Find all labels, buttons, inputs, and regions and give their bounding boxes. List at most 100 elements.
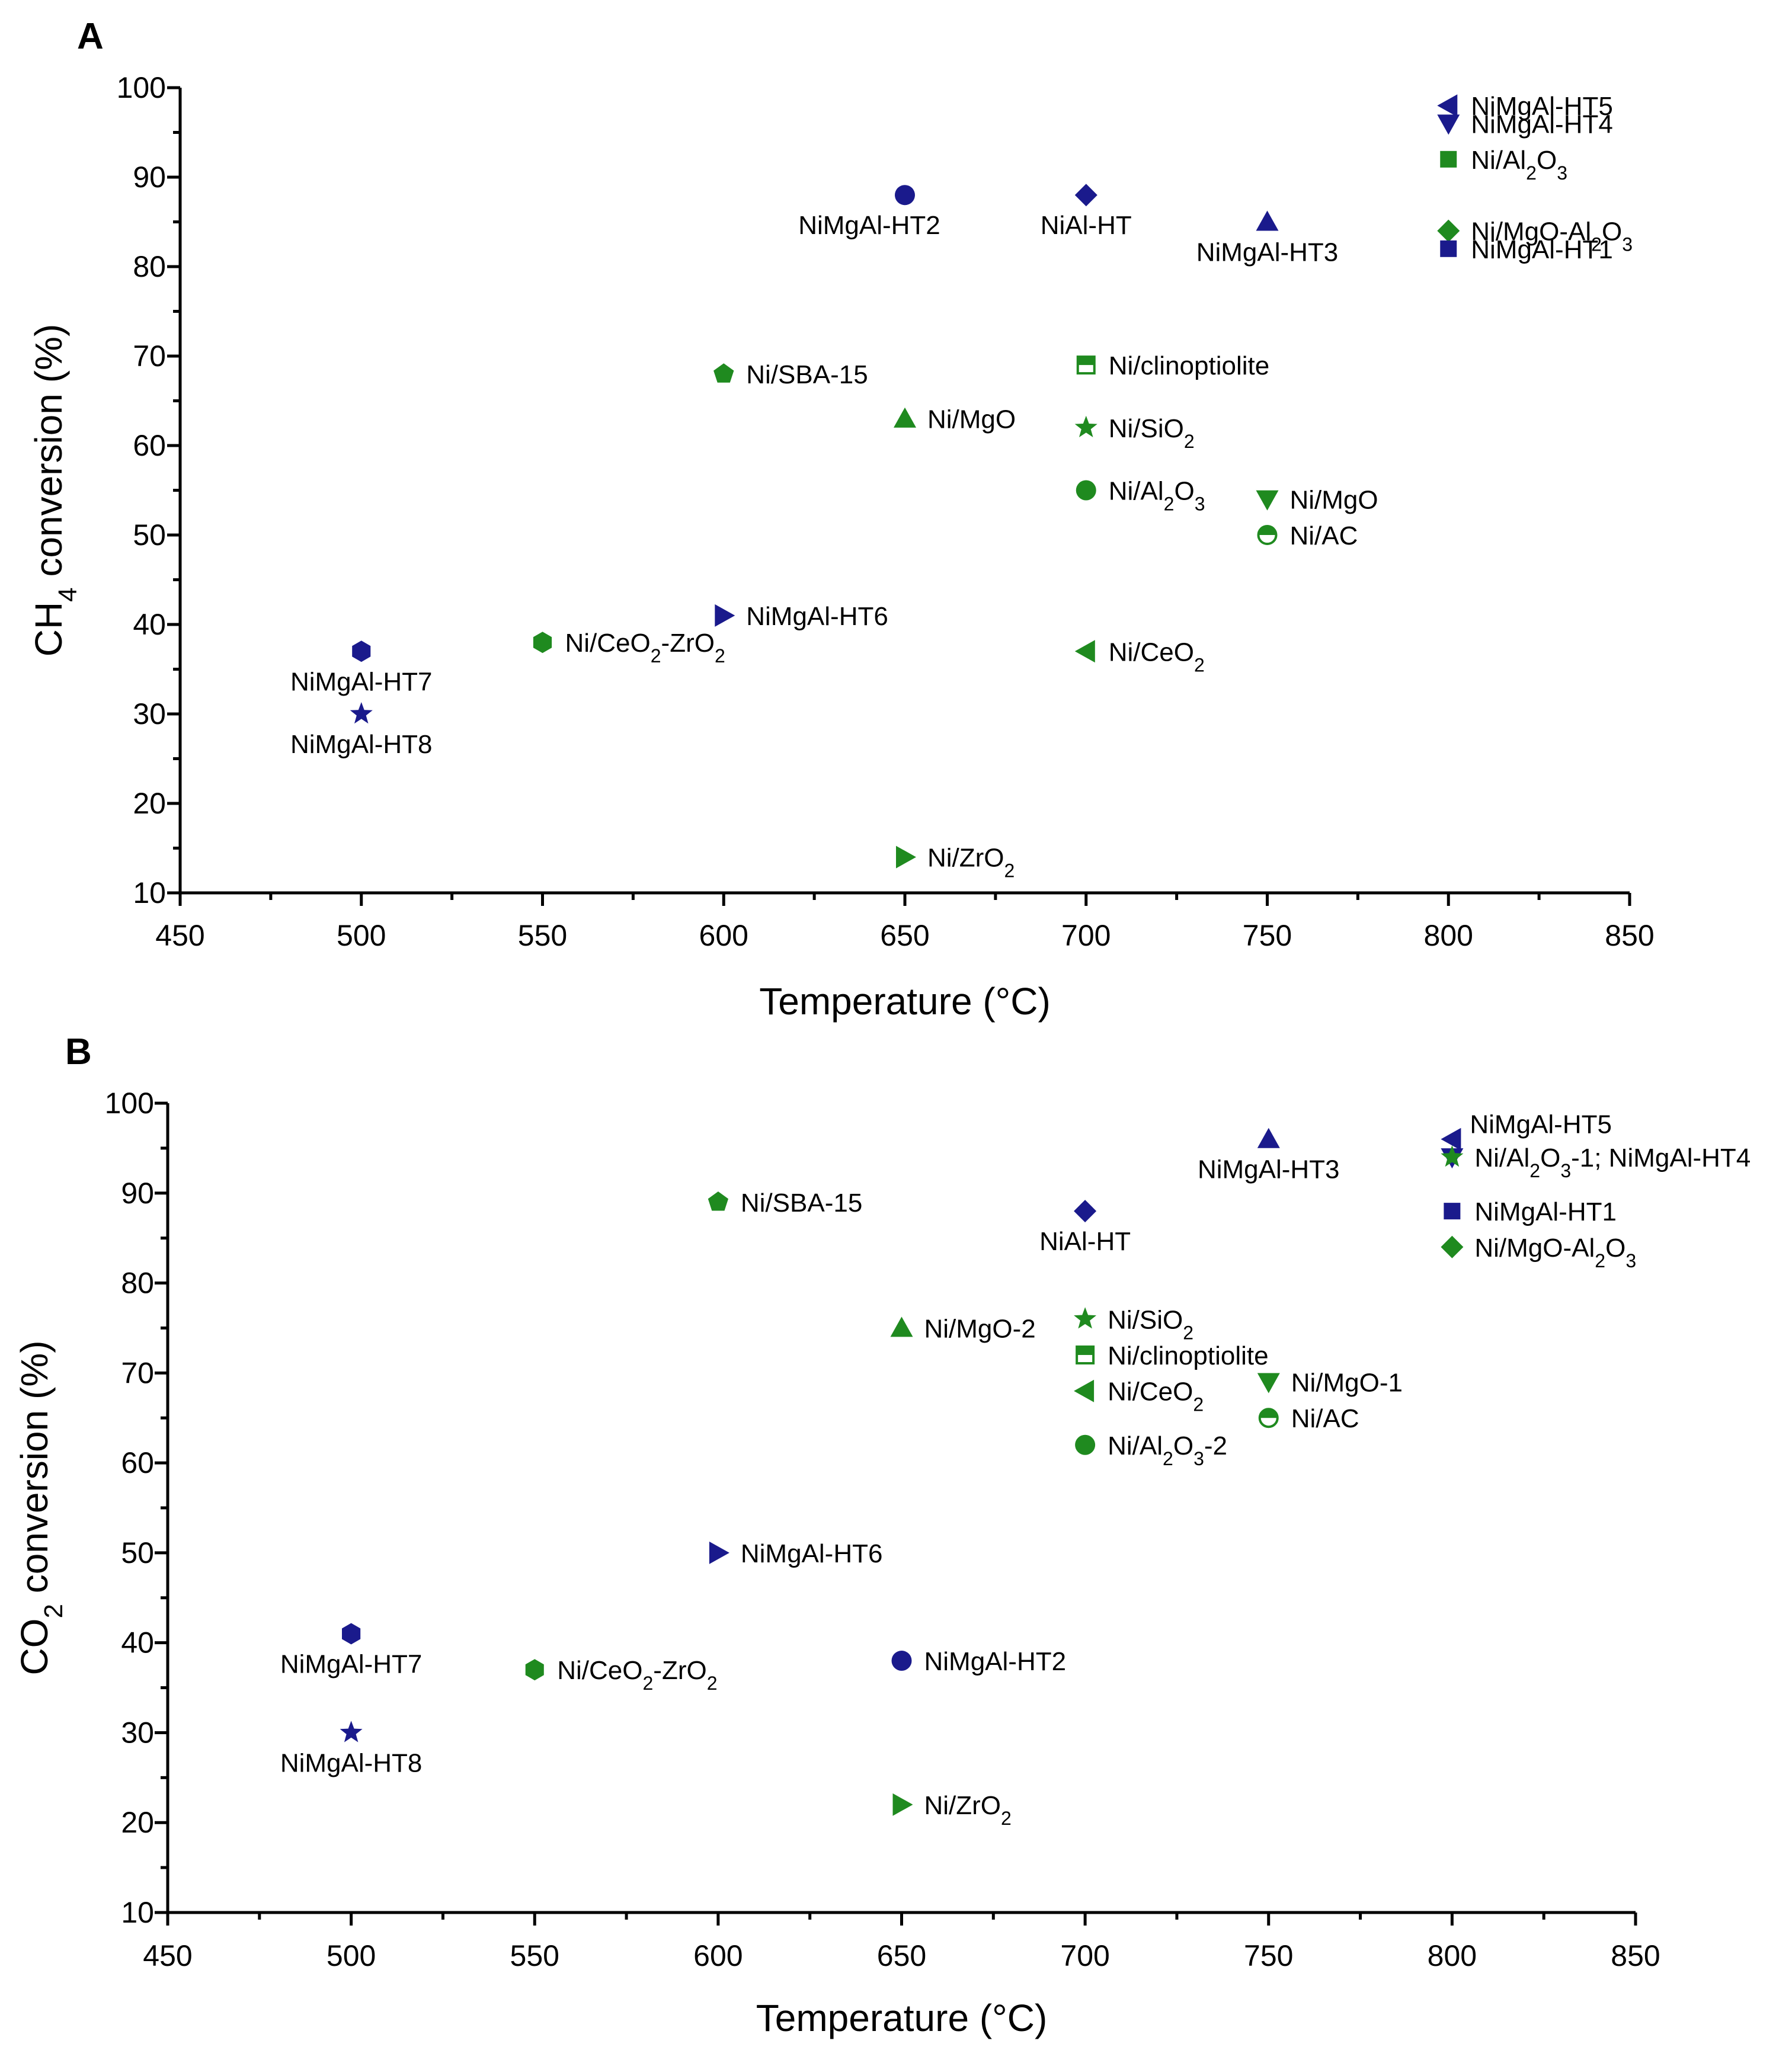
y-tick-label: 50 [133,518,166,552]
data-point-pentagon [708,1191,728,1211]
data-point-label: Ni/MgO-Al2O3 [1471,217,1633,255]
y-tick-label: 40 [121,1626,154,1660]
data-point-label: Ni/SBA-15 [741,1189,862,1218]
data-point-star [1074,415,1097,437]
data-point-triangle-right [709,1541,729,1564]
y-tick-label: 90 [133,161,166,194]
x-tick-label: 700 [1061,919,1111,952]
data-point-label: Ni/Al2O3 [1109,477,1205,515]
x-tick-label: 850 [1605,919,1654,952]
data-point-hexagon [525,1659,544,1681]
data-point-triangle-up [1256,210,1279,231]
y-tick-label: 10 [133,876,166,909]
x-tick-label: 650 [877,1939,926,1972]
x-tick-label: 550 [518,919,567,952]
data-point-label: Ni/CeO2 [1108,1378,1204,1415]
y-tick-label: 80 [121,1267,154,1300]
data-point-triangle-left [1074,640,1095,663]
data-point-triangle-right [715,604,735,627]
data-point-triangle-left [1437,94,1458,117]
x-tick-label: 600 [693,1939,743,1972]
x-tick-label: 500 [327,1939,376,1972]
data-point-label: NiMgAl-HT2 [798,211,940,240]
data-point-square [1440,240,1457,257]
y-tick-label: 50 [121,1536,154,1569]
data-point-label: NiAl-HT [1041,211,1132,240]
data-point-star [1441,1145,1464,1167]
data-point-hexagon [352,640,371,662]
panel-b: B 450 500 550 600 650 700 750 800 850 10 20 30 40 50 60… [13,1032,1751,2039]
x-axis-title: Temperature (°C) [756,1997,1048,2039]
data-point-label: Ni/AC [1291,1404,1359,1433]
panel-letter: A [77,16,104,57]
x-tick-label: 500 [337,919,386,952]
data-point-label: NiMgAl-HT8 [290,730,433,759]
data-point-label: Ni/MgO-1 [1291,1369,1403,1398]
panel-a: A 450 500 550 600 650 700 750 800 850 10 20 30 40 50 60… [27,16,1655,1023]
data-point-label: NiMgAl-HT1 [1471,235,1613,264]
y-tick-label: 70 [121,1356,154,1389]
data-point-label: NiMgAl-HT3 [1196,238,1339,267]
data-point-circle [891,1651,912,1671]
data-point-square [1444,1203,1461,1220]
data-point-triangle-up [894,407,916,428]
data-point-triangle-down [1257,1373,1280,1394]
y-tick-label: 10 [121,1896,154,1929]
data-point-square-half [1076,355,1096,375]
data-point-label: Ni/clinoptiolite [1108,1341,1268,1370]
panel-letter: B [65,1032,92,1072]
data-point-triangle-left [1441,1127,1461,1151]
data-point-label: NiMgAl-HT2 [924,1647,1067,1676]
x-tick-label: 800 [1424,919,1473,952]
y-tick-label: 30 [121,1716,154,1749]
data-point-label: Ni/MgO-Al2O3 [1474,1234,1636,1271]
data-point-label: NiMgAl-HT7 [290,667,433,696]
x-tick-label: 750 [1243,919,1292,952]
data-point-label: NiMgAl-HT5 [1470,1110,1612,1139]
data-point-diamond [1437,219,1460,242]
data-point-label: NiMgAl-HT5 [1471,92,1613,121]
y-tick-label: 80 [133,250,166,283]
y-tick-label: 20 [121,1806,154,1839]
data-point-circle-half [1257,525,1278,545]
data-point-square-half [1076,1345,1095,1364]
data-point-label: NiMgAl-HT3 [1198,1155,1340,1184]
data-point-diamond [1074,1200,1097,1223]
data-point-label: Ni/MgO [927,405,1016,434]
x-tick-label: 450 [155,919,204,952]
data-point-label: Ni/CeO2-ZrO2 [557,1656,717,1694]
data-point-label: NiMgAl-HT8 [280,1748,423,1777]
data-point-label: NiMgAl-HT7 [280,1649,423,1678]
data-point-label: Ni/CeO2 [1109,638,1205,675]
data-point-pentagon [713,363,734,383]
y-tick-label: 60 [133,429,166,462]
y-axis-title: CH4 conversion (%) [27,324,82,657]
data-point-label: Ni/AC [1290,521,1358,550]
data-point-label: Ni/Al2O3 [1471,146,1567,184]
y-tick-label: 70 [133,339,166,373]
data-point-label: Ni/SiO2 [1108,1305,1193,1343]
y-tick-label: 40 [133,608,166,641]
data-point-star [340,1721,363,1742]
data-point-triangle-up [890,1316,913,1337]
x-tick-label: 850 [1611,1939,1660,1972]
data-point-label: NiMgAl-HT4 [1471,110,1613,139]
data-point-label: Ni/Al2O3-2 [1108,1431,1227,1469]
y-tick-label: 20 [133,787,166,820]
x-tick-label: 650 [880,919,929,952]
data-point-label: Ni/SBA-15 [746,360,868,389]
data-point-square [1440,150,1457,168]
data-point-triangle-down [1437,114,1460,135]
data-point-triangle-right [896,845,916,869]
data-point-circle-half [1258,1408,1279,1428]
data-point-label: NiMgAl-HT1 [1474,1197,1617,1226]
data-point-label: Ni/Al2O3-1; NiMgAl-HT4 [1474,1143,1751,1181]
y-tick-label: 100 [105,1087,154,1120]
y-axis-title: CO2 conversion (%) [13,1340,68,1675]
data-point-diamond [1441,1235,1464,1258]
y-tick-label: 60 [121,1446,154,1479]
data-point-label: NiMgAl-HT6 [741,1539,883,1568]
data-point-label: Ni/ZrO2 [924,1791,1012,1829]
data-point-circle [1075,1434,1096,1455]
